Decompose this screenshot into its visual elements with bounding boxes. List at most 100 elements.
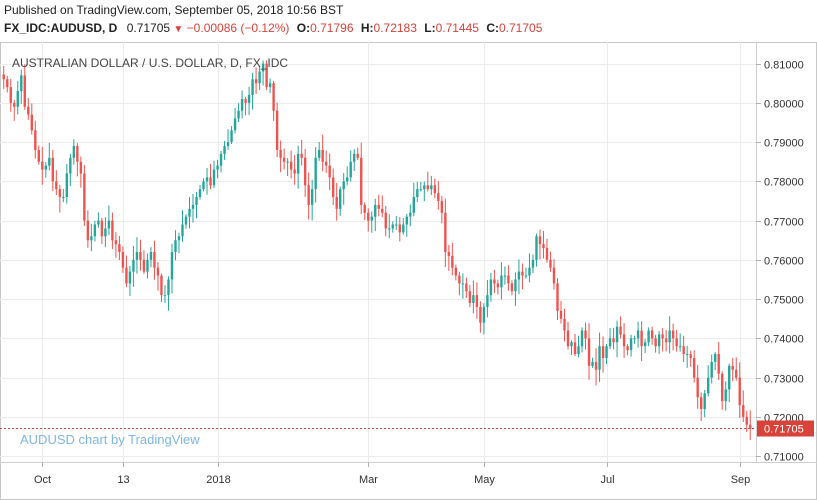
candle-down <box>510 283 514 292</box>
candle-down <box>661 334 664 339</box>
candle-up <box>205 177 209 182</box>
candle-up <box>402 224 405 233</box>
candle-down <box>749 424 752 429</box>
candle-up <box>342 181 345 190</box>
candle-down <box>13 102 16 107</box>
candle-up <box>16 91 19 107</box>
candle-up <box>226 142 230 147</box>
candle-down <box>475 295 479 307</box>
candle-down <box>556 283 559 311</box>
candle-down <box>552 267 556 284</box>
candle-down <box>265 63 268 88</box>
candlestick-chart[interactable]: 0.710000.720000.730000.740000.750000.760… <box>0 42 817 500</box>
candle-up <box>482 306 486 323</box>
candle-down <box>619 326 622 335</box>
candle-up <box>636 330 640 339</box>
candle-up <box>629 338 633 351</box>
candle-up <box>724 389 727 402</box>
candle-down <box>55 181 58 190</box>
candle-down <box>142 259 146 272</box>
candle-up <box>181 224 184 237</box>
candle-up <box>349 161 352 178</box>
candle-up <box>261 63 265 72</box>
last-price-badge <box>757 420 814 437</box>
candle-down <box>30 114 33 131</box>
candle-up <box>591 361 594 366</box>
symbol-label: FX_IDC:AUDUSD, D <box>4 21 118 35</box>
candle-up <box>258 71 261 84</box>
candle-down <box>121 252 125 268</box>
candle-down <box>549 259 552 268</box>
candle-up <box>233 118 237 131</box>
candle-down <box>76 146 79 162</box>
candle-up <box>174 240 177 252</box>
candle-down <box>111 220 114 241</box>
candle-down <box>664 338 668 343</box>
candle-down <box>650 330 654 339</box>
y-tick-label: 0.74000 <box>764 334 804 346</box>
candle-down <box>671 330 675 339</box>
candle-up <box>346 177 349 182</box>
low-label: L: <box>424 21 436 35</box>
chart-frame[interactable]: 0.71000 0.72000 0.73000 0.74000 0.75000 0.760… <box>0 42 817 500</box>
candle-down <box>468 291 472 304</box>
candle-down <box>23 75 26 107</box>
candle-down <box>254 79 258 84</box>
candle-up <box>370 216 373 221</box>
high-value: 0.72183 <box>373 21 417 35</box>
candle-up <box>517 271 521 280</box>
time-axis[interactable]: Oct 13 2018 Mar May Jul Sep <box>34 462 750 486</box>
candle-down <box>587 338 591 366</box>
candle-up <box>388 228 391 230</box>
x-tick-label: Jul <box>600 474 614 486</box>
candle-down <box>689 354 692 358</box>
candle-up <box>69 157 72 174</box>
candle-down <box>356 153 359 158</box>
candle-up <box>657 334 661 347</box>
candle-up <box>104 228 107 237</box>
candle-up <box>503 275 507 277</box>
candle-down <box>83 173 86 221</box>
candle-down <box>545 248 549 260</box>
high-label: H: <box>360 21 374 35</box>
price-axis[interactable]: 0.710000.720000.730000.740000.750000.760… <box>756 60 804 464</box>
candle-down <box>742 405 745 417</box>
candle-up <box>353 153 356 162</box>
x-tick-label: 13 <box>117 474 129 486</box>
candle-down <box>209 177 212 186</box>
candle-up <box>317 149 321 158</box>
candle-up <box>44 165 48 170</box>
candle-up <box>20 75 23 92</box>
candle-down <box>363 204 366 213</box>
candle-down <box>6 79 9 88</box>
grid <box>0 42 756 462</box>
candle-up <box>608 338 612 347</box>
candle-down <box>272 83 275 111</box>
candle-down <box>244 98 247 103</box>
last-price-value: 0.71705 <box>126 21 171 35</box>
candle-down <box>454 267 458 276</box>
candle-down <box>735 369 738 378</box>
y-tick-label: 0.71000 <box>764 452 804 464</box>
candle-up <box>107 220 111 229</box>
candle-down <box>493 279 496 284</box>
candle-down <box>584 330 587 339</box>
candle-up <box>489 279 493 296</box>
candle-up <box>615 326 619 343</box>
candle-down <box>41 161 44 170</box>
candle-up <box>216 165 219 170</box>
candle-down <box>496 283 500 288</box>
candle-down <box>538 236 542 245</box>
candle-up <box>374 204 377 217</box>
candle-down <box>2 74 5 80</box>
candle-up <box>419 189 423 191</box>
candle-down <box>156 267 160 276</box>
candle-down <box>58 189 62 198</box>
candle-down <box>458 275 461 284</box>
watermark: AUDUSD chart by TradingView <box>20 432 200 447</box>
candle-up <box>710 361 713 378</box>
candle-up <box>240 98 244 111</box>
candle-up <box>310 189 314 205</box>
candle-down <box>114 240 118 245</box>
candle-up <box>195 197 198 205</box>
